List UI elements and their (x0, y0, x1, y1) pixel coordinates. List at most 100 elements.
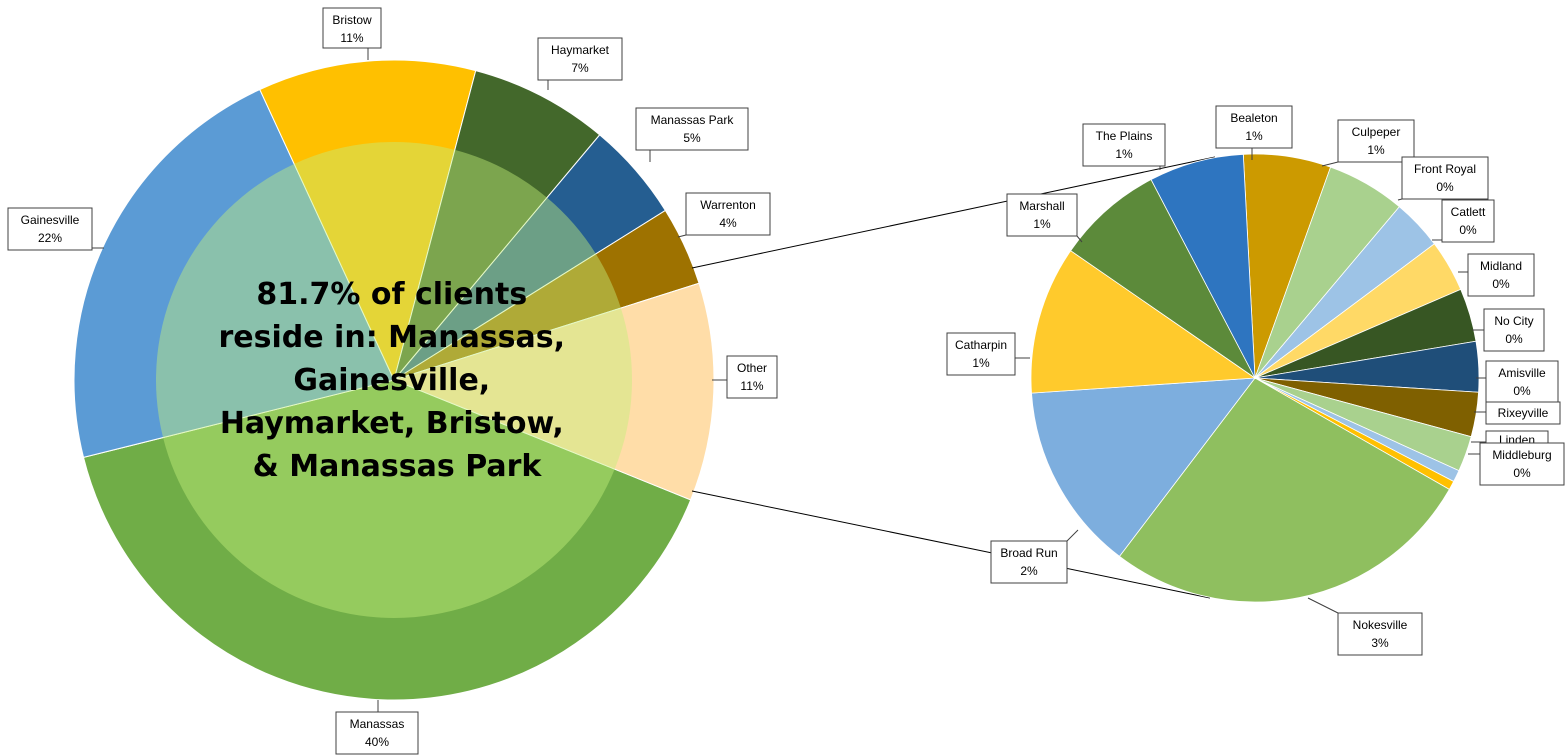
breakdown-pie (1030, 153, 1480, 603)
breakdown-label-amisville: Amisville 0% (1476, 360, 1559, 404)
breakdown-label-amisville-percent: 0% (1513, 384, 1531, 398)
breakdown-label-amisville-name: Amisville (1498, 366, 1546, 380)
breakdown-label-bealeton-name: Bealeton (1230, 111, 1277, 125)
pie-of-pie-connectors (691, 156, 1216, 599)
main-label-warrenton-name: Warrenton (700, 198, 756, 212)
breakdown-label-culpeper: Culpeper 1% (1321, 119, 1415, 167)
breakdown-label-amisville-box (1485, 360, 1559, 404)
breakdown-label-front-royal: Front Royal 0% (1397, 156, 1489, 201)
breakdown-label-rixeyville: Rixeyville (1474, 401, 1561, 425)
breakdown-label-catharpin-percent: 1% (972, 356, 990, 370)
breakdown-label-marshall-name: Marshall (1019, 199, 1064, 213)
breakdown-label-catlett-name: Catlett (1451, 205, 1486, 219)
main-label-other-percent: 11% (740, 379, 763, 393)
breakdown-label-culpeper-name: Culpeper (1352, 125, 1401, 139)
main-inner-other (394, 308, 633, 470)
main-slice-haymarket (393, 70, 601, 381)
main-inner-manassas-park (394, 197, 596, 380)
breakdown-label-broad-run-pointer (1066, 529, 1079, 542)
breakdown-label-midland-name: Midland (1480, 259, 1522, 273)
breakdown-label-middleburg: Middleburg 0% (1468, 442, 1565, 486)
breakdown-label-no-city-percent: 0% (1505, 332, 1523, 346)
main-label-manassas-box (335, 711, 419, 755)
breakdown-label-nokesville-percent: 3% (1371, 636, 1389, 650)
annotation-line-3: Gainesville, (293, 363, 490, 398)
main-label-haymarket: Haymarket 7% (537, 37, 623, 90)
breakdown-label-bealeton-percent: 1% (1245, 129, 1263, 143)
main-label-haymarket-percent: 7% (571, 61, 589, 75)
breakdown-label-culpeper-pointer (1321, 161, 1339, 167)
breakdown-label-marshall-box (1006, 193, 1078, 237)
breakdown-label-bealeton-box (1215, 105, 1293, 149)
breakdown-label-culpeper-percent: 1% (1367, 143, 1385, 157)
breakdown-label-the-plains-name: The Plains (1096, 129, 1153, 143)
main-label-haymarket-name: Haymarket (551, 43, 610, 57)
breakdown-slice-the-plains (1150, 153, 1256, 379)
breakdown-slice-nokesville (1118, 377, 1450, 603)
breakdown-label-broad-run-name: Broad Run (1000, 546, 1057, 560)
annotation-line-5: & Manassas Park (253, 449, 543, 484)
annotation-line-1: 81.7% of clients (256, 277, 527, 312)
main-label-haymarket-box (537, 37, 623, 81)
data-labels: Bristow 11% Haymarket 7% Manassas Park 5% Warr… (7, 7, 1565, 755)
main-inner-gainesville (155, 163, 394, 438)
main-label-gainesville-box (7, 207, 93, 251)
main-label-other: Other 11% (712, 355, 778, 399)
breakdown-label-nokesville: Nokesville 3% (1307, 597, 1423, 656)
main-label-other-box (726, 355, 778, 399)
main-label-gainesville-percent: 22% (38, 231, 62, 245)
breakdown-label-no-city-name: No City (1494, 314, 1533, 328)
main-label-warrenton: Warrenton 4% (677, 192, 771, 238)
breakdown-label-no-city-box (1483, 308, 1545, 352)
breakdown-label-catlett-percent: 0% (1459, 223, 1477, 237)
breakdown-label-marshall-percent: 1% (1033, 217, 1051, 231)
main-inner-manassas (163, 380, 615, 619)
breakdown-slice-marshall (1070, 179, 1256, 379)
breakdown-label-broad-run-percent: 2% (1020, 564, 1038, 578)
breakdown-label-rixeyville-box (1485, 401, 1561, 425)
breakdown-label-front-royal-pointer (1397, 198, 1403, 201)
breakdown-label-the-plains-box (1082, 123, 1166, 167)
breakdown-label-broad-run: Broad Run 2% (990, 529, 1079, 584)
breakdown-label-rixeyville-name: Rixeyville (1498, 406, 1549, 420)
main-slice-other (392, 282, 715, 501)
breakdown-label-middleburg-percent: 0% (1513, 466, 1531, 480)
breakdown-label-bealeton: Bealeton 1% (1215, 105, 1293, 160)
main-slice-bristow (259, 59, 477, 382)
breakdown-label-front-royal-name: Front Royal (1414, 162, 1476, 176)
main-label-bristow-box (322, 7, 382, 49)
main-label-other-name: Other (737, 361, 767, 375)
breakdown-label-marshall: Marshall 1% (1006, 193, 1083, 243)
breakdown-label-marshall-pointer (1076, 235, 1083, 243)
main-inner-warrenton (394, 253, 621, 380)
main-label-warrenton-percent: 4% (719, 216, 737, 230)
connector-bottom (691, 490, 1211, 599)
main-pie-center-overlay (155, 142, 633, 619)
main-inner-bristow (294, 142, 455, 380)
main-pie (73, 59, 715, 701)
annotation-line-4: Haymarket, Bristow, (220, 406, 564, 441)
connector-top (691, 156, 1216, 269)
breakdown-label-no-city: No City 0% (1472, 308, 1545, 352)
main-label-bristow-percent: 11% (340, 31, 363, 45)
center-annotation: 81.7% of clients reside in: Manassas, Ga… (219, 277, 576, 484)
main-label-manassas-percent: 40% (365, 735, 389, 749)
main-label-manassas-park-box (635, 107, 749, 151)
main-label-bristow-name: Bristow (332, 13, 372, 27)
breakdown-label-front-royal-percent: 0% (1436, 180, 1454, 194)
main-inner-haymarket (394, 149, 547, 380)
breakdown-label-catharpin-box (946, 332, 1016, 376)
main-slice-gainesville (73, 88, 395, 459)
main-label-manassas: Manassas 40% (335, 700, 419, 755)
main-label-bristow: Bristow 11% (322, 7, 382, 60)
breakdown-slice-broad-run (1031, 377, 1256, 557)
breakdown-label-midland-box (1467, 253, 1535, 297)
breakdown-label-the-plains: The Plains 1% (1082, 123, 1166, 170)
breakdown-label-catlett: Catlett 0% (1432, 199, 1495, 243)
breakdown-label-middleburg-box (1479, 442, 1565, 486)
breakdown-slice-catharpin (1030, 250, 1257, 394)
main-label-gainesville: Gainesville 22% (7, 207, 104, 251)
breakdown-label-catharpin: Catharpin 1% (946, 332, 1030, 376)
breakdown-label-midland-percent: 0% (1492, 277, 1510, 291)
